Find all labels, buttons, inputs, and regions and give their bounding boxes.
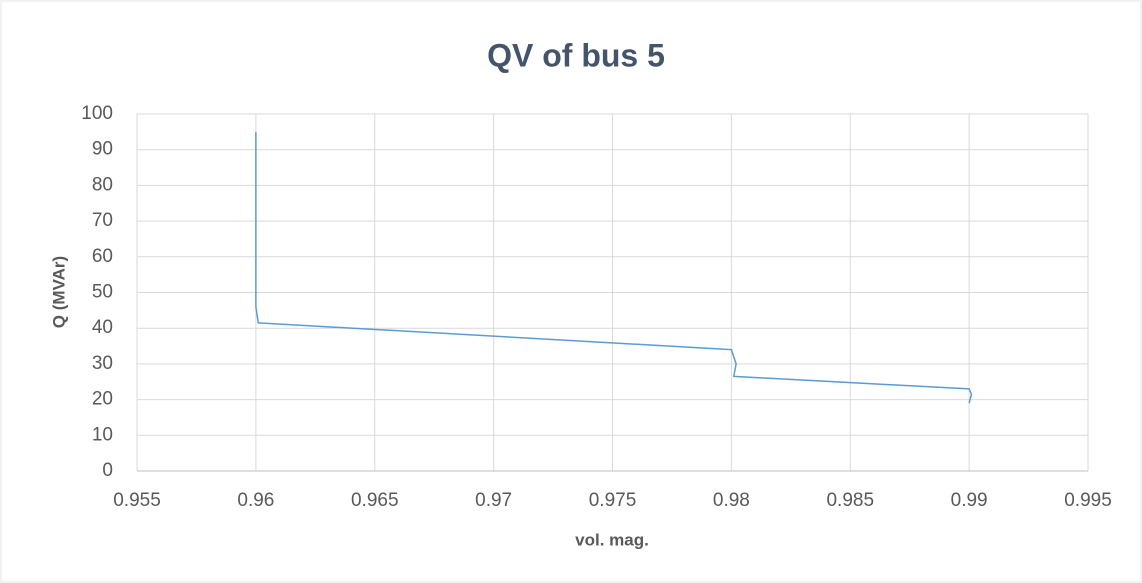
y-tick-label: 60	[92, 246, 113, 267]
x-tick-label: 0.985	[826, 490, 874, 511]
y-tick-label: 0	[102, 460, 113, 481]
x-tick-label: 0.995	[1064, 490, 1112, 511]
y-tick-label: 10	[92, 424, 113, 445]
x-tick-label: 0.975	[589, 490, 637, 511]
y-tick-label: 40	[92, 317, 113, 338]
y-axis-title: Q (MVAr)	[49, 256, 68, 328]
data-line	[255, 131, 973, 404]
y-tick-label: 100	[81, 103, 113, 124]
chart-title: QV of bus 5	[487, 37, 665, 73]
y-tick-label: 20	[92, 389, 113, 410]
y-tick-label: 70	[92, 210, 113, 231]
x-tick-label: 0.965	[351, 490, 399, 511]
x-tick-label: 0.96	[237, 490, 274, 511]
x-tick-label: 0.97	[475, 490, 512, 511]
x-tick-label: 0.955	[113, 490, 161, 511]
y-tick-label: 80	[92, 174, 113, 195]
y-tick-label: 50	[92, 282, 113, 303]
y-tick-label: 90	[92, 139, 113, 160]
y-tick-label: 30	[92, 353, 113, 374]
x-axis-title: vol. mag.	[575, 530, 649, 549]
x-tick-label: 0.99	[951, 490, 988, 511]
x-tick-label: 0.98	[713, 490, 750, 511]
